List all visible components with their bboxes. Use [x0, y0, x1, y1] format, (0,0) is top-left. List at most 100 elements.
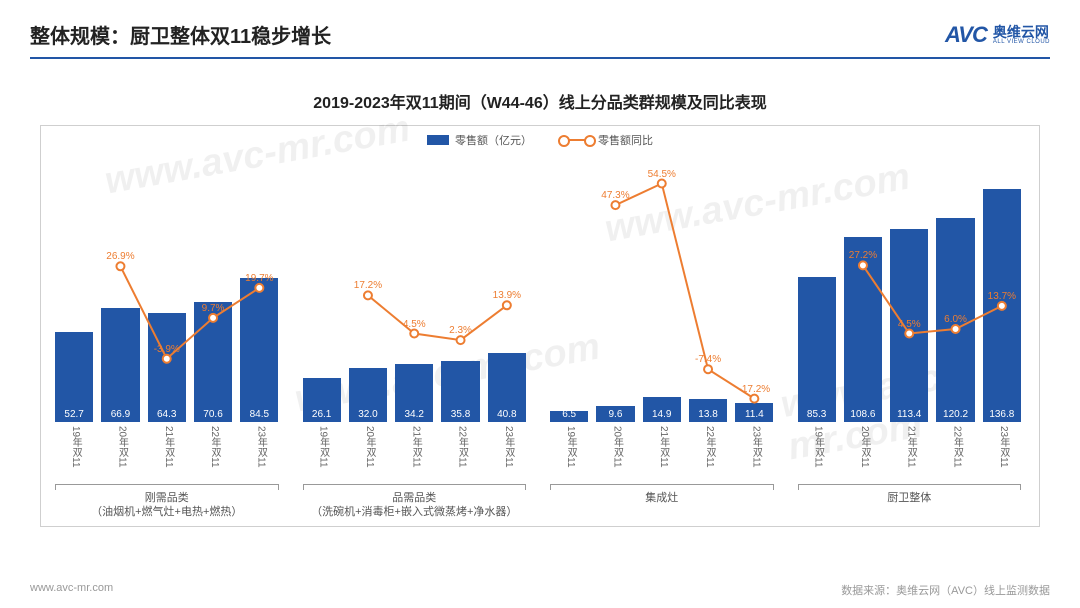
- group-label: 集成灶: [645, 491, 678, 505]
- x-label: 23年双11: [253, 426, 268, 468]
- line-series: [43, 152, 1033, 422]
- group-label: 刚需品类（油烟机+燃气灶+电热+燃热）: [91, 491, 242, 520]
- group-bracket: [55, 484, 279, 490]
- bar-swatch-icon: [427, 135, 449, 145]
- slide: 整体规模：厨卫整体双11稳步增长 AVC 奥维云网 ALL VIEW CLOUD…: [0, 0, 1080, 608]
- bar-value-label: 11.4: [745, 409, 764, 420]
- line-value-label: 9.7%: [202, 303, 225, 314]
- bar-value-label: 35.8: [451, 409, 470, 420]
- bar: 64.3: [148, 313, 186, 422]
- bar: 26.1: [303, 378, 341, 422]
- legend-bar: 零售额（亿元）: [427, 132, 532, 148]
- bar: 70.6: [194, 302, 232, 422]
- chart-border: 零售额（亿元） 零售额同比 www.avc-mr.com www.avc-mr.…: [40, 125, 1040, 527]
- bar: 66.9: [101, 308, 139, 422]
- logo-cn: 奥维云网: [993, 25, 1050, 39]
- x-label: 23年双11: [996, 426, 1011, 468]
- bar-value-label: 40.8: [497, 409, 516, 420]
- line-value-label: 2.3%: [449, 325, 472, 336]
- x-label: 20年双11: [114, 426, 129, 468]
- line-value-label: 6.0%: [944, 314, 967, 325]
- line-swatch-icon: [562, 139, 592, 141]
- bar-value-label: 66.9: [111, 409, 130, 420]
- plot-area: www.avc-mr.com www.avc-mr.com www.avc-mr…: [43, 152, 1037, 422]
- bar-value-label: 108.6: [850, 409, 875, 420]
- x-label: 20年双11: [362, 426, 377, 468]
- line-value-label: -17.2%: [739, 384, 771, 395]
- group-label: 厨卫整体: [887, 491, 931, 505]
- bar-value-label: 70.6: [203, 409, 222, 420]
- group-axis: 刚需品类（油烟机+燃气灶+电热+燃热） 品需品类（洗碗机+消毒柜+嵌入式微蒸烤+净…: [43, 484, 1037, 524]
- logo-main: AVC: [945, 22, 987, 48]
- bar-value-label: 32.0: [358, 409, 377, 420]
- bar-value-label: 14.9: [652, 409, 671, 420]
- line-value-label: 13.9%: [493, 290, 521, 301]
- footer: www.avc-mr.com 数据来源：奥维云网（AVC）线上监测数据: [30, 582, 1050, 598]
- bar: 6.5: [550, 411, 588, 422]
- bar: 108.6: [844, 237, 882, 422]
- bar: 85.3: [798, 277, 836, 422]
- x-label: 23年双11: [501, 426, 516, 468]
- x-label: 21年双11: [656, 426, 671, 468]
- page-title: 整体规模：厨卫整体双11稳步增长: [30, 20, 331, 49]
- x-label: 19年双11: [563, 426, 578, 468]
- x-label: 22年双11: [702, 426, 717, 468]
- bar-value-label: 52.7: [64, 409, 83, 420]
- x-label: 21年双11: [903, 426, 918, 468]
- x-label: 20年双11: [857, 426, 872, 468]
- line-value-label: 47.3%: [601, 190, 629, 201]
- bar: 14.9: [643, 397, 681, 422]
- chart-title: 2019-2023年双11期间（W44-46）线上分品类群规模及同比表现: [30, 89, 1050, 113]
- bar: 52.7: [55, 332, 93, 422]
- logo: AVC 奥维云网 ALL VIEW CLOUD: [945, 22, 1050, 48]
- line-value-label: 17.2%: [354, 280, 382, 291]
- bar: 13.8: [689, 399, 727, 422]
- bar: 9.6: [596, 406, 634, 422]
- x-label: 19年双11: [316, 426, 331, 468]
- footer-url: www.avc-mr.com: [30, 582, 113, 598]
- bar: 84.5: [240, 278, 278, 422]
- x-axis-labels: 19年双11 20年双11 21年双11 22年双11 23年双11 19年双11 20年双…: [43, 422, 1037, 484]
- bar: 40.8: [488, 353, 526, 422]
- bar-value-label: 136.8: [989, 409, 1014, 420]
- line-value-label: 54.5%: [648, 169, 676, 180]
- bar-value-label: 85.3: [807, 409, 826, 420]
- bar-value-label: 120.2: [943, 409, 968, 420]
- line-value-label: -3.9%: [154, 344, 180, 355]
- group-label: 品需品类（洗碗机+消毒柜+嵌入式微蒸烤+净水器）: [311, 491, 517, 520]
- legend: 零售额（亿元） 零售额同比: [43, 132, 1037, 148]
- x-label: 22年双11: [950, 426, 965, 468]
- bar: 11.4: [735, 403, 773, 422]
- bar: 136.8: [983, 189, 1021, 422]
- bar-value-label: 34.2: [405, 409, 424, 420]
- bar-value-label: 64.3: [157, 409, 176, 420]
- line-value-label: 4.5%: [898, 319, 921, 330]
- bar: 34.2: [395, 364, 433, 422]
- line-value-label: 27.2%: [849, 250, 877, 261]
- bar-value-label: 9.6: [608, 409, 622, 420]
- line-value-label: 19.7%: [245, 273, 273, 284]
- legend-line: 零售额同比: [562, 132, 653, 148]
- group-bracket: [550, 484, 774, 490]
- line-value-label: -7.4%: [695, 354, 721, 365]
- header: 整体规模：厨卫整体双11稳步增长 AVC 奥维云网 ALL VIEW CLOUD: [30, 20, 1050, 59]
- x-label: 19年双11: [68, 426, 83, 468]
- bar: 32.0: [349, 368, 387, 422]
- bar: 35.8: [441, 361, 479, 422]
- bar-value-label: 113.4: [897, 409, 921, 420]
- x-label: 21年双11: [408, 426, 423, 468]
- x-label: 22年双11: [455, 426, 470, 468]
- watermark-icon: www.avc-mr.com: [102, 107, 414, 203]
- bar-value-label: 26.1: [312, 409, 331, 420]
- x-label: 21年双11: [161, 426, 176, 468]
- x-label: 22年双11: [207, 426, 222, 468]
- group-bracket: [303, 484, 527, 490]
- line-value-label: 26.9%: [106, 251, 134, 262]
- footer-source: 数据来源：奥维云网（AVC）线上监测数据: [841, 582, 1050, 598]
- logo-en: ALL VIEW CLOUD: [993, 39, 1050, 45]
- x-label: 20年双11: [609, 426, 624, 468]
- bar-value-label: 6.5: [562, 409, 576, 420]
- x-label: 23年双11: [748, 426, 763, 468]
- line-value-label: 13.7%: [988, 291, 1016, 302]
- group-bracket: [798, 484, 1022, 490]
